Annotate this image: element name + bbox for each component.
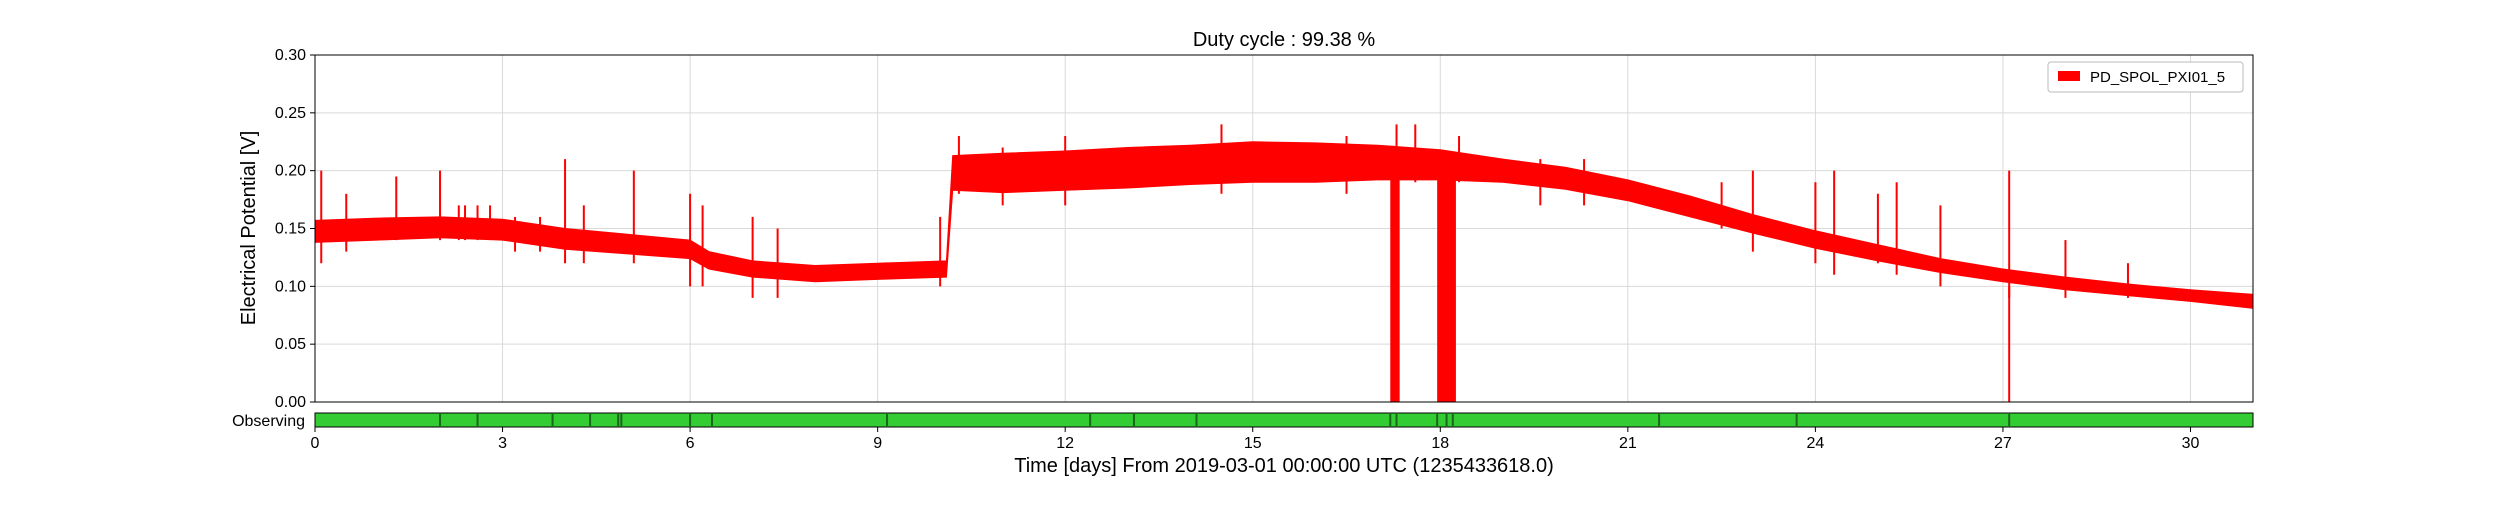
series-layer bbox=[314, 124, 2254, 402]
grid-layer bbox=[314, 54, 2253, 403]
legend: PD_SPOL_PXI01_5 bbox=[2047, 61, 2244, 93]
chart-title: Duty cycle : 99.38 % bbox=[1193, 29, 1376, 51]
x-tick-label: 18 bbox=[1431, 435, 1449, 452]
signal-dropout bbox=[1390, 170, 1400, 402]
y-tick-label: 0.00 bbox=[275, 394, 306, 411]
x-tick-label: 12 bbox=[1056, 435, 1074, 452]
state-bar-fill bbox=[314, 412, 2254, 428]
y-axis-label: Electrical Potential [V] bbox=[238, 131, 260, 326]
x-tick-label: 21 bbox=[1619, 435, 1637, 452]
y-tick-label: 0.25 bbox=[275, 105, 306, 122]
state-bar-label: Observing bbox=[232, 413, 305, 430]
y-axis: 0.00 0.05 0.10 0.15 0.20 0.25 0.30 bbox=[275, 47, 315, 411]
y-tick-label: 0.20 bbox=[275, 163, 306, 180]
x-axis: 0 3 6 9 12 15 18 21 24 27 30 bbox=[311, 427, 2200, 452]
legend-swatch bbox=[2058, 71, 2080, 81]
x-tick-label: 15 bbox=[1244, 435, 1262, 452]
x-axis-label: Time [days] From 2019-03-01 00:00:00 UTC… bbox=[1014, 455, 1554, 477]
y-tick-label: 0.10 bbox=[275, 278, 306, 295]
x-tick-label: 3 bbox=[498, 435, 507, 452]
signal-band bbox=[314, 141, 2254, 309]
x-tick-label: 24 bbox=[1806, 435, 1824, 452]
x-tick-label: 9 bbox=[873, 435, 882, 452]
x-tick-label: 6 bbox=[686, 435, 695, 452]
legend-label: PD_SPOL_PXI01_5 bbox=[2090, 69, 2225, 86]
x-tick-label: 27 bbox=[1994, 435, 2012, 452]
state-bar bbox=[314, 412, 2254, 428]
y-tick-label: 0.15 bbox=[275, 221, 306, 238]
signal-dropout bbox=[1437, 170, 1456, 402]
y-tick-label: 0.05 bbox=[275, 336, 306, 353]
x-tick-label: 0 bbox=[311, 435, 320, 452]
y-tick-label: 0.30 bbox=[275, 47, 306, 64]
x-tick-label: 30 bbox=[2182, 435, 2200, 452]
legend-frame bbox=[2047, 61, 2244, 93]
